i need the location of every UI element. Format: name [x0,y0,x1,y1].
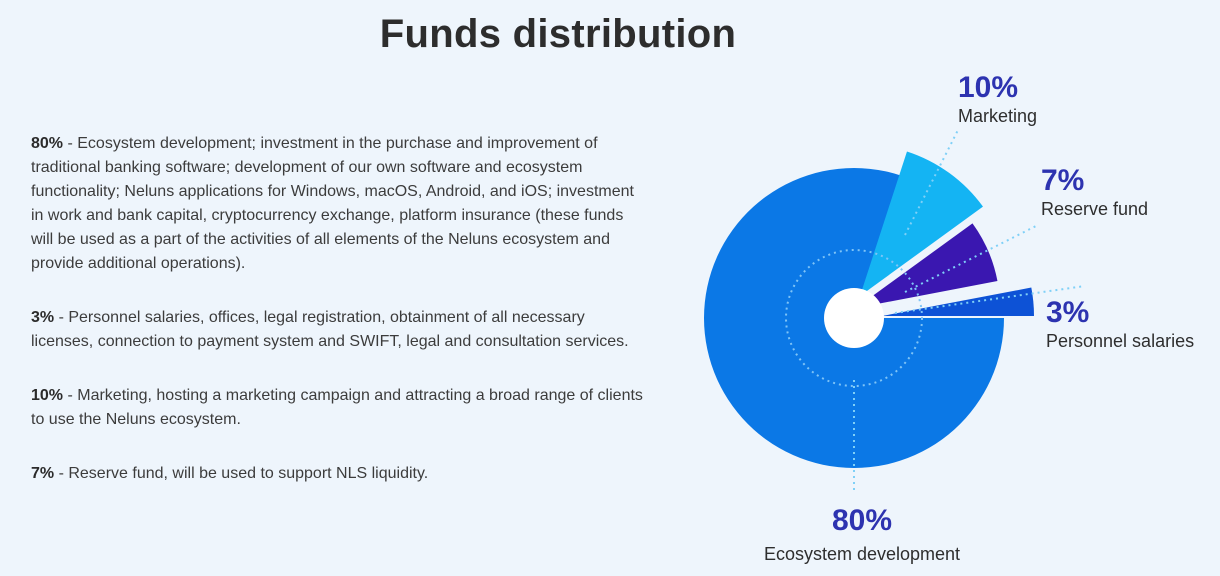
slice-percent-label: 80% [832,504,892,537]
slice-category-label: Ecosystem development [764,544,960,564]
slice-percent-label: 3% [1046,296,1089,329]
description-text: - Marketing, hosting a marketing campaig… [31,387,643,428]
pie-inner-ring [785,249,923,387]
slice-category-label: Marketing [958,106,1037,126]
description-percent: 3% [31,309,55,326]
pie-slice-reserve-fund [856,223,998,308]
description-percent: 80% [31,135,64,152]
description-item: 3% - Personnel salaries, offices, legal … [31,306,643,354]
slice-percent-label: 10% [958,71,1018,104]
leader-line [904,129,959,236]
description-list: 80% - Ecosystem development; investment … [31,132,643,486]
description-text: - Ecosystem development; investment in t… [31,135,634,272]
leader-line [904,225,1037,293]
leader-line [894,285,1086,314]
description-text: - Personnel salaries, offices, legal reg… [31,309,629,350]
description-item: 7% - Reserve fund, will be used to suppo… [31,462,643,486]
description-percent: 7% [31,465,55,482]
description-item: 80% - Ecosystem development; investment … [31,132,643,276]
slice-percent-label: 7% [1041,164,1084,197]
pie-center-hole [824,288,884,348]
page-title: Funds distribution [379,12,737,56]
pie-slice-marketing [860,151,983,296]
description-item: 10% - Marketing, hosting a marketing cam… [31,384,643,432]
description-percent: 10% [31,387,64,404]
description-text: - Reserve fund, will be used to support … [54,465,429,482]
slice-category-label: Reserve fund [1041,199,1148,219]
slice-category-label: Personnel salaries [1046,331,1194,351]
